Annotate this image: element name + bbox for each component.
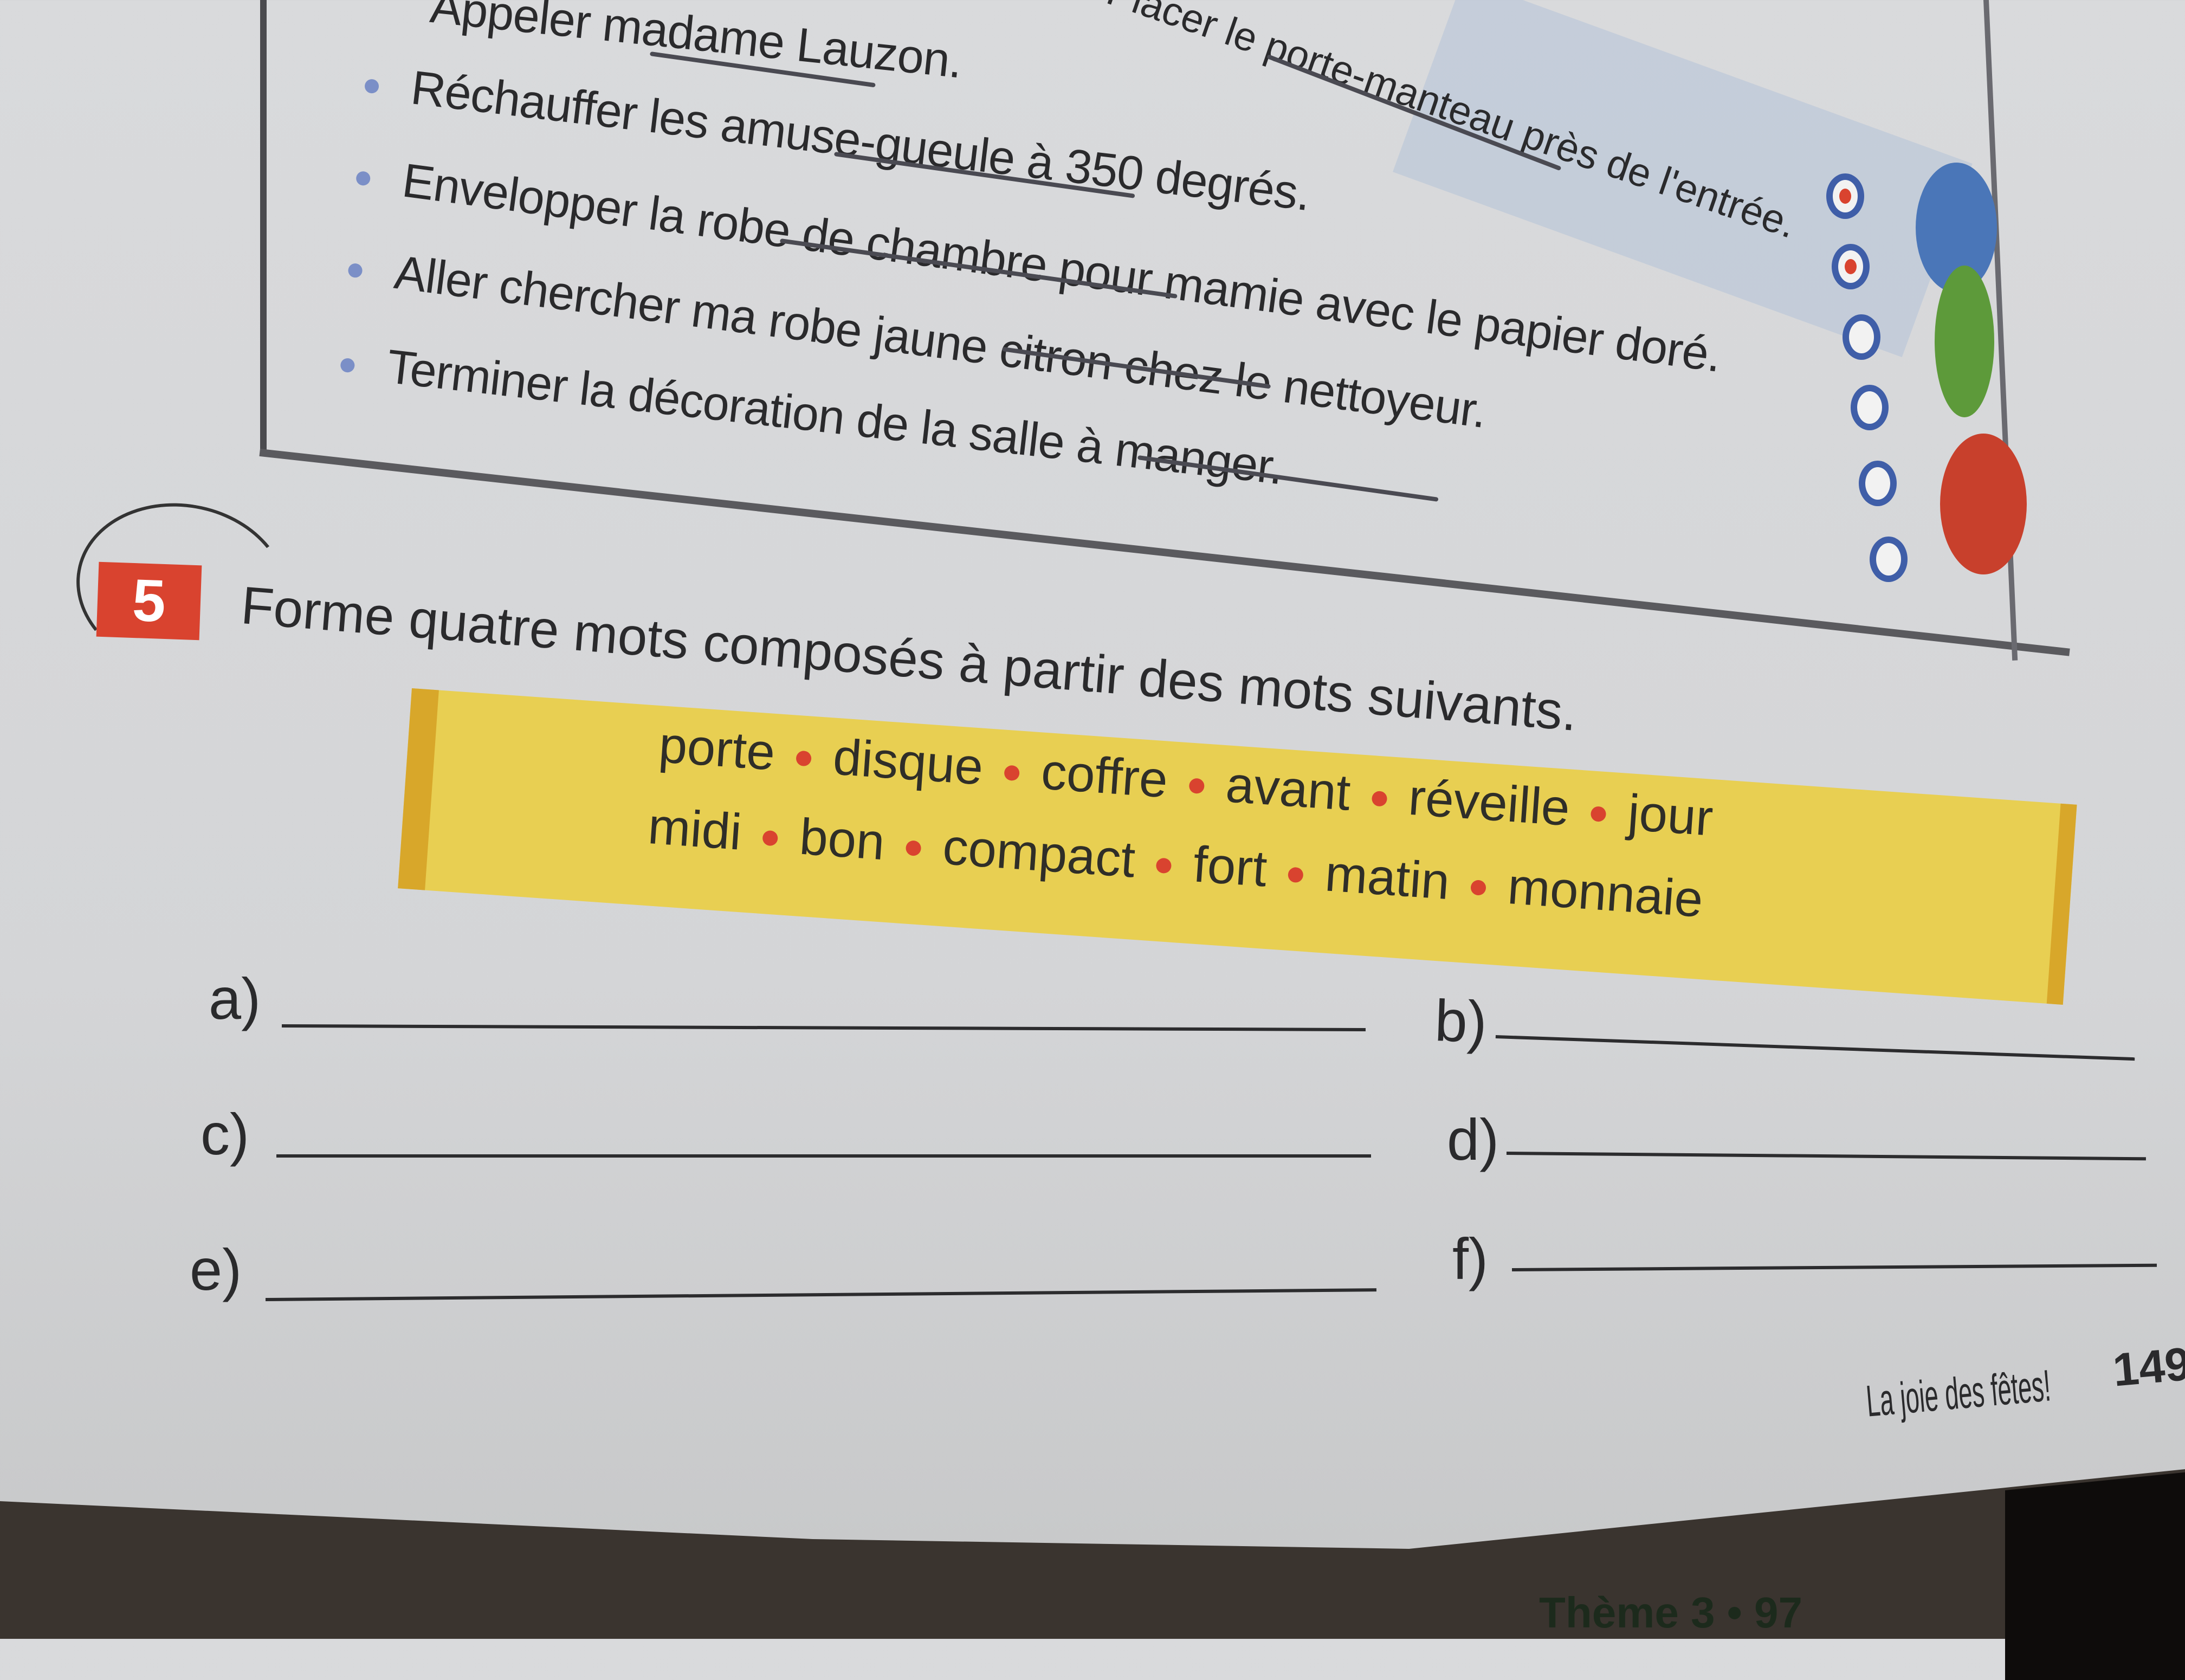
answer-line-b[interactable] xyxy=(1495,1035,2135,1061)
page-number: 149 xyxy=(2111,1337,2185,1397)
answer-label-a: a) xyxy=(209,966,261,1031)
checkbox[interactable] xyxy=(1851,385,1889,430)
box-border-left xyxy=(260,0,267,455)
checkbox[interactable] xyxy=(1859,461,1897,506)
footer-title: La joie des fêtes! xyxy=(1864,1361,2053,1426)
next-page-footer: Thème 3 • 97 xyxy=(1539,1588,1803,1637)
green-ornament-icon xyxy=(1935,266,1994,417)
bullet-icon xyxy=(355,170,371,186)
answer-line-d[interactable] xyxy=(1506,1152,2146,1161)
answer-line-e[interactable] xyxy=(266,1288,1376,1301)
answer-label-f: f) xyxy=(1452,1226,1488,1291)
answer-label-d: d) xyxy=(1447,1107,1499,1172)
red-ornament-icon xyxy=(1940,434,2027,574)
checkbox[interactable] xyxy=(1870,537,1908,582)
bullet-icon xyxy=(339,357,355,373)
answer-line-f[interactable] xyxy=(1512,1263,2157,1271)
checkbox-checked[interactable] xyxy=(1832,244,1870,289)
answer-label-b: b) xyxy=(1433,987,1488,1055)
answer-line-c[interactable] xyxy=(276,1154,1371,1158)
bullet-icon xyxy=(347,262,364,279)
background-dark xyxy=(2005,1469,2185,1680)
answer-label-c: c) xyxy=(201,1101,249,1167)
bullet-icon xyxy=(364,78,380,94)
answer-line-a[interactable] xyxy=(281,1024,1366,1031)
answer-label-e: e) xyxy=(190,1237,242,1302)
checkbox-checked[interactable] xyxy=(1826,173,1864,219)
exercise-number-badge: 5 xyxy=(96,561,202,641)
checkbox[interactable] xyxy=(1843,314,1880,360)
